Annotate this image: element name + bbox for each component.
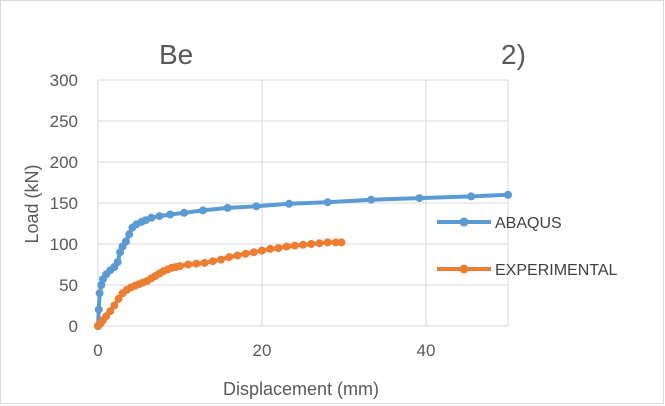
data-point-experimental xyxy=(337,238,346,247)
data-point-abaqus xyxy=(155,212,164,221)
data-point-experimental xyxy=(274,244,283,253)
data-point-experimental xyxy=(331,238,340,247)
data-point-abaqus xyxy=(415,194,424,203)
data-point-abaqus xyxy=(367,195,376,204)
legend-label-abaqus: ABAQUS xyxy=(495,215,562,232)
data-point-experimental xyxy=(315,239,324,248)
x-tick-label: 40 xyxy=(417,341,436,360)
data-point-experimental xyxy=(290,241,299,250)
x-tick-label: 0 xyxy=(93,341,102,360)
y-tick-label: 300 xyxy=(50,71,78,90)
legend-swatch-abaqus-marker xyxy=(459,217,469,227)
data-point-abaqus xyxy=(467,192,476,201)
legend-swatch-experimental-marker xyxy=(459,264,469,274)
data-point-abaqus xyxy=(223,203,232,212)
data-point-experimental xyxy=(266,244,275,253)
data-point-abaqus xyxy=(252,202,261,211)
series-layer xyxy=(94,190,512,330)
data-point-abaqus xyxy=(125,230,134,239)
data-point-experimental xyxy=(176,262,184,271)
data-point-experimental xyxy=(208,257,217,266)
legend: ABAQUS EXPERIMENTAL xyxy=(437,215,618,279)
y-axis-title: Load (kN) xyxy=(22,164,42,243)
y-tick-label: 150 xyxy=(50,194,78,213)
data-point-abaqus xyxy=(113,258,122,266)
data-point-experimental xyxy=(225,253,234,262)
legend-label-experimental: EXPERIMENTAL xyxy=(495,262,618,279)
data-point-abaqus xyxy=(166,210,175,219)
gridlines xyxy=(97,79,509,327)
series-experimental xyxy=(94,238,346,330)
x-tick-label: 20 xyxy=(253,341,272,360)
data-point-abaqus xyxy=(147,213,156,222)
series-abaqus xyxy=(94,190,512,330)
y-tick-label: 100 xyxy=(50,235,78,254)
y-tick-label: 50 xyxy=(59,276,78,295)
data-point-experimental xyxy=(307,240,316,248)
data-point-experimental xyxy=(249,248,258,257)
x-axis-title: Displacement (mm) xyxy=(223,379,379,399)
y-tick-label: 200 xyxy=(50,153,78,172)
data-point-experimental xyxy=(323,238,332,247)
data-point-experimental xyxy=(106,307,115,316)
data-point-abaqus xyxy=(180,208,189,217)
chart-title-fragment-left: Be xyxy=(159,39,193,70)
data-point-experimental xyxy=(110,301,119,310)
data-point-abaqus xyxy=(285,199,294,208)
data-point-experimental xyxy=(241,249,250,258)
data-point-abaqus xyxy=(323,198,332,207)
data-point-abaqus xyxy=(199,206,207,215)
data-point-experimental xyxy=(200,258,209,267)
data-point-abaqus xyxy=(94,305,103,314)
data-point-abaqus xyxy=(121,237,130,246)
data-point-abaqus xyxy=(95,289,104,298)
data-point-experimental xyxy=(282,242,291,251)
y-tick-label: 250 xyxy=(50,112,78,131)
data-point-abaqus xyxy=(504,190,512,199)
data-point-experimental xyxy=(299,240,307,249)
data-point-experimental xyxy=(258,246,266,255)
data-point-experimental xyxy=(114,294,123,303)
tick-labels: 0 50 100 150 200 250 300 0 20 40 xyxy=(50,71,436,360)
data-point-experimental xyxy=(184,260,193,269)
chart-title-fragment-right: 2) xyxy=(501,39,526,70)
data-point-experimental xyxy=(217,255,225,264)
data-point-experimental xyxy=(192,259,201,268)
data-point-experimental xyxy=(233,251,242,260)
y-tick-label: 0 xyxy=(69,317,78,336)
